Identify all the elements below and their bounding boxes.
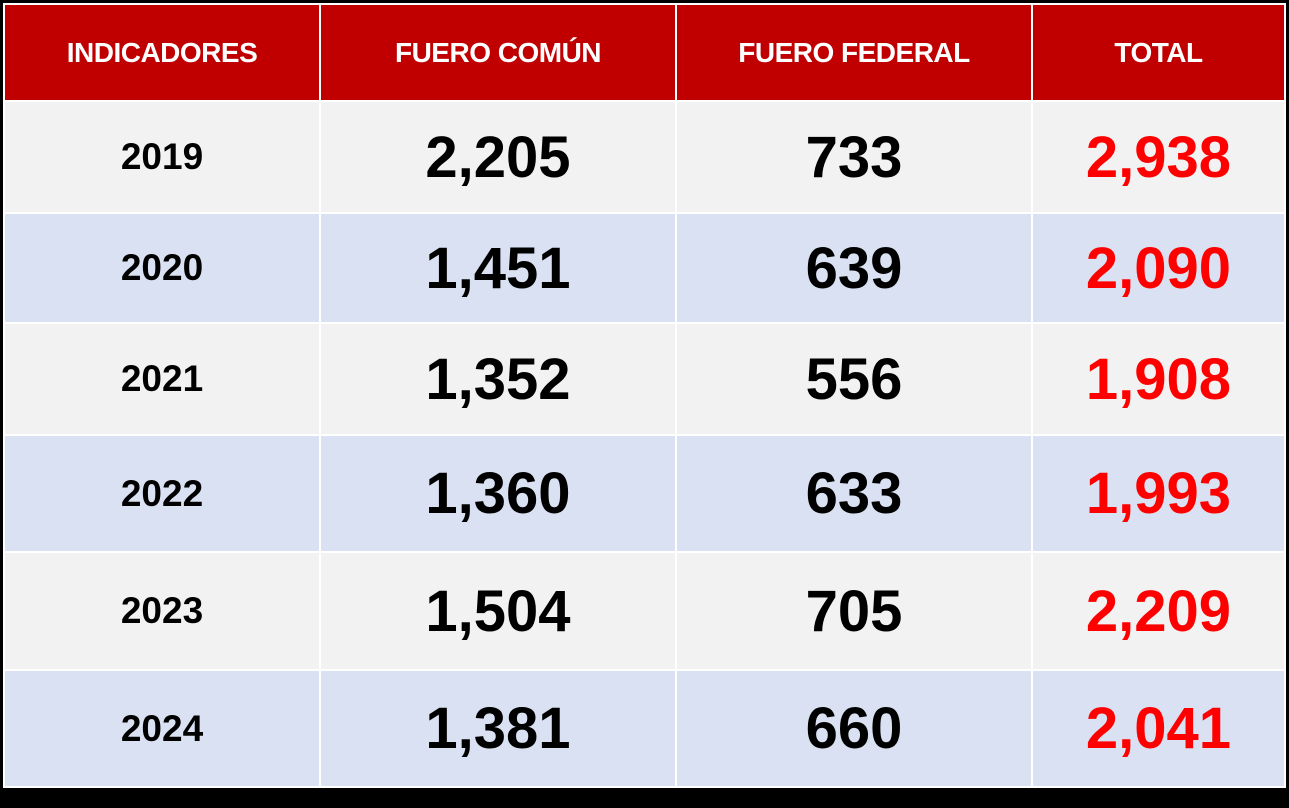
fuero-comun-cell: 1,504 <box>319 551 677 671</box>
fuero-comun-cell: 1,360 <box>319 434 677 553</box>
header-fuero-comun: FUERO COMÚN <box>319 3 677 102</box>
fuero-comun-cell: 2,205 <box>319 100 677 214</box>
fuero-federal-cell: 733 <box>675 100 1033 214</box>
year-cell: 2019 <box>3 100 321 214</box>
fuero-federal-cell: 705 <box>675 551 1033 671</box>
table-row: 2020 1,451 639 2,090 <box>3 212 1286 324</box>
table-row: 2024 1,381 660 2,041 <box>3 669 1286 788</box>
total-cell: 2,090 <box>1031 212 1286 324</box>
table-row: 2019 2,205 733 2,938 <box>3 100 1286 214</box>
year-cell: 2023 <box>3 551 321 671</box>
year-cell: 2022 <box>3 434 321 553</box>
fuero-federal-cell: 556 <box>675 322 1033 436</box>
header-indicadores: INDICADORES <box>3 3 321 102</box>
fuero-federal-cell: 639 <box>675 212 1033 324</box>
year-cell: 2021 <box>3 322 321 436</box>
total-cell: 2,209 <box>1031 551 1286 671</box>
table-row: 2022 1,360 633 1,993 <box>3 434 1286 553</box>
header-total: TOTAL <box>1031 3 1286 102</box>
total-cell: 2,041 <box>1031 669 1286 788</box>
fuero-federal-cell: 633 <box>675 434 1033 553</box>
year-cell: 2024 <box>3 669 321 788</box>
total-cell: 1,993 <box>1031 434 1286 553</box>
table-row: 2021 1,352 556 1,908 <box>3 322 1286 436</box>
data-table: INDICADORES FUERO COMÚN FUERO FEDERAL TO… <box>3 3 1286 788</box>
table-row: 2023 1,504 705 2,209 <box>3 551 1286 671</box>
fuero-comun-cell: 1,451 <box>319 212 677 324</box>
total-cell: 2,938 <box>1031 100 1286 214</box>
fuero-federal-cell: 660 <box>675 669 1033 788</box>
header-row: INDICADORES FUERO COMÚN FUERO FEDERAL TO… <box>3 3 1286 102</box>
fuero-comun-cell: 1,352 <box>319 322 677 436</box>
fuero-comun-cell: 1,381 <box>319 669 677 788</box>
total-cell: 1,908 <box>1031 322 1286 436</box>
year-cell: 2020 <box>3 212 321 324</box>
header-fuero-federal: FUERO FEDERAL <box>675 3 1033 102</box>
